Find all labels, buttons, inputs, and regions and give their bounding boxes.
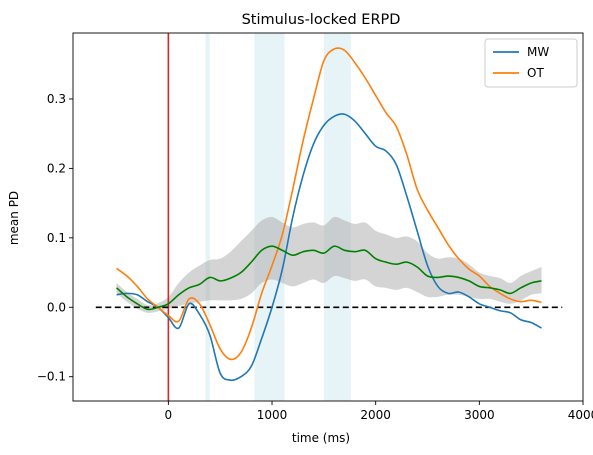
plot-area	[95, 33, 563, 401]
y-tick-label: 0.0	[47, 300, 66, 314]
shaded-region	[205, 33, 210, 401]
legend: MW OT	[484, 38, 578, 88]
confidence-band	[116, 216, 542, 313]
y-tick-label: −0.1	[37, 370, 66, 384]
x-tick-label: 2000	[360, 408, 391, 422]
shaded-region	[323, 33, 351, 401]
x-axis-label: time (ms)	[292, 431, 350, 445]
y-tick-label: 0.3	[47, 92, 66, 106]
series-line-mean	[116, 245, 542, 311]
x-tick-label: 0	[165, 408, 173, 422]
legend-label-mw: MW	[527, 45, 549, 59]
x-tick-label: 4000	[568, 408, 593, 422]
legend-box	[484, 38, 578, 88]
y-axis-label: mean PD	[7, 191, 21, 245]
legend-label-ot: OT	[527, 66, 544, 80]
shaded-region	[254, 33, 285, 401]
y-tick-label: 0.2	[47, 161, 66, 175]
chart-title: Stimulus-locked ERPD	[242, 12, 401, 28]
series-line-mw	[116, 113, 542, 382]
x-tick-label: 1000	[257, 408, 288, 422]
axes-frame	[72, 32, 584, 402]
x-tick-label: 3000	[464, 408, 495, 422]
series-line-ot	[116, 47, 542, 361]
y-tick-label: 0.1	[47, 231, 66, 245]
